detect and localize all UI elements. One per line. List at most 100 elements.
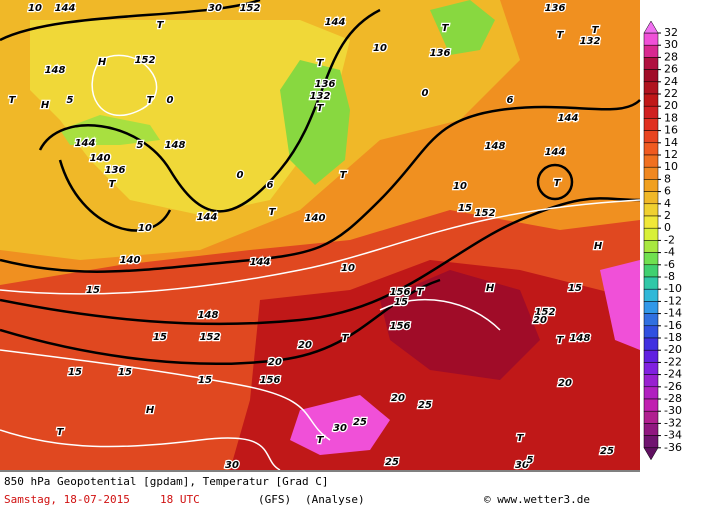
colorbar-label: 20 (664, 99, 678, 112)
map-label: 136 (430, 48, 451, 59)
colorbar-label: 10 (664, 160, 678, 173)
colorbar-label: 2 (664, 209, 671, 222)
map-label: 132 (580, 36, 601, 47)
map-label: T (342, 333, 350, 344)
footer-title: 850 hPa Geopotential [gpdam], Temperatur… (4, 475, 329, 488)
colorbar-label: 30 (664, 38, 678, 51)
map: 144 144 144 144 144 144 144 140 140 140 148 148 148 1… (0, 0, 641, 472)
map-label: 15 (568, 283, 582, 294)
map-label: 10 (341, 263, 355, 274)
map-label: 15 (86, 285, 100, 296)
colorbar-label: -18 (664, 331, 682, 344)
colorbar-band (643, 386, 659, 400)
map-label: 144 (325, 17, 346, 28)
map-label: 20 (391, 393, 405, 404)
map-label: 144 (545, 147, 566, 158)
colorbar-band (643, 313, 659, 327)
map-label: 144 (197, 212, 218, 223)
map-label: 15 (68, 367, 82, 378)
map-label: 148 (198, 310, 219, 321)
colorbar-band (643, 215, 659, 229)
colorbar-label: -6 (664, 258, 675, 271)
map-label: 148 (570, 333, 591, 344)
colorbar-band (643, 142, 659, 156)
colorbar-band (643, 423, 659, 436)
map-label: 156 (390, 321, 411, 332)
map-label: 152 (535, 307, 556, 318)
colorbar-band (643, 362, 659, 375)
hot-field (600, 260, 640, 350)
colorbar-arrow-bottom (643, 447, 659, 461)
map-label: 20 (268, 357, 282, 368)
footer-date: Samstag, 18-07-2015 (4, 493, 130, 506)
colorbar-band (643, 57, 659, 70)
map-label: T (269, 207, 277, 218)
map-label: 15 (118, 367, 132, 378)
footer-run: (Analyse) (305, 493, 365, 506)
map-label: H (146, 405, 155, 416)
colorbar-label: -16 (664, 319, 682, 332)
footer: 850 hPa Geopotential [gpdam], Temperatur… (0, 470, 640, 506)
colorbar-band (643, 288, 659, 302)
mild-field (30, 20, 350, 215)
colorbar-band (643, 179, 659, 192)
colorbar-band (643, 203, 659, 217)
map-label: 10 (138, 223, 152, 234)
colorbar-band (643, 276, 659, 290)
colorbar-band (643, 191, 659, 205)
colorbar-band (643, 435, 659, 449)
map-label: 136 (545, 3, 566, 14)
map-label: 136 (315, 79, 336, 90)
map-label: T (157, 20, 165, 31)
map-label: 5 (137, 140, 144, 151)
colorbar-band (643, 154, 659, 168)
map-label: 15 (458, 203, 472, 214)
map-label: 15 (198, 375, 212, 386)
colorbar-label: 26 (664, 63, 678, 76)
map-label: T (554, 178, 562, 189)
colorbar-band (643, 105, 659, 119)
colorbar-label: 24 (664, 75, 678, 88)
colorbar-label: -32 (664, 416, 682, 429)
colorbar-label: -36 (664, 441, 682, 454)
colorbar-band (643, 337, 659, 351)
map-label: T (417, 287, 425, 298)
map-label: T (557, 30, 565, 41)
colorbar-label: -14 (664, 307, 682, 320)
map-label: 6 (507, 95, 514, 106)
map-label: 6 (267, 180, 274, 191)
colorbar-label: 22 (664, 87, 678, 100)
map-label: 0 (167, 95, 174, 106)
colorbar-band (643, 240, 659, 253)
colorbar-band (643, 130, 659, 144)
map-label: T (317, 58, 325, 69)
colorbar-label: 28 (664, 50, 678, 63)
map-label: 148 (165, 140, 186, 151)
colorbar-label: -30 (664, 404, 682, 417)
map-label: 0 (422, 88, 429, 99)
map-label: H (594, 241, 603, 252)
colorbar-label: -12 (664, 294, 682, 307)
map-label: H (486, 283, 495, 294)
cold-field (430, 0, 495, 55)
map-label: 30 (515, 460, 529, 471)
colorbar-band (643, 374, 659, 388)
map-label: 10 (373, 43, 387, 54)
map-label: 140 (90, 153, 111, 164)
isotherms (0, 54, 641, 471)
colorbar-label: 6 (664, 185, 671, 198)
map-label: H (41, 100, 50, 111)
footer-time: 18 UTC (160, 493, 200, 506)
map-label: T (317, 103, 325, 114)
map-label: 132 (310, 91, 331, 102)
map-label: 148 (45, 65, 66, 76)
map-label: 30 (225, 460, 239, 471)
map-label: T (57, 427, 65, 438)
map-label: 10 (453, 181, 467, 192)
map-label: 5 (67, 95, 74, 106)
map-label: 152 (475, 208, 496, 219)
colorbar-label: 16 (664, 124, 678, 137)
map-label: H (98, 57, 107, 68)
map-label: 148 (485, 141, 506, 152)
